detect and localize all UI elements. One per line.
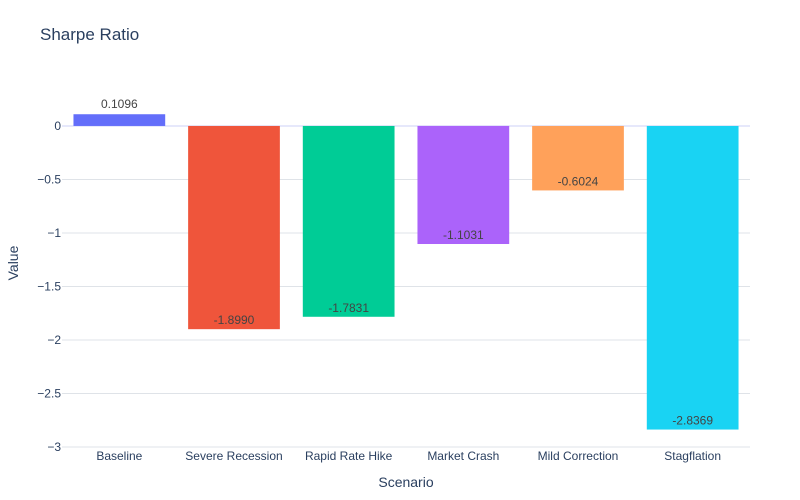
y-tick-label: −2.5 [37, 386, 61, 400]
bar-value-label: 0.1096 [101, 97, 138, 111]
bar[interactable] [188, 125, 280, 330]
x-axis-title: Scenario [378, 474, 433, 490]
bar-layer [73, 114, 739, 430]
y-tick-label: −1.5 [37, 279, 61, 293]
x-tick-label: Mild Correction [538, 449, 619, 463]
data-label-layer: 0.1096 -1.8990 -1.7831 -1.1031 -0.6024 -2.836… [101, 97, 713, 427]
bar-value-label: -1.8990 [214, 313, 255, 327]
x-tick-label: Baseline [96, 449, 142, 463]
y-tick-label: −1 [47, 226, 61, 240]
y-tick-label: −0.5 [37, 172, 61, 186]
bar[interactable] [73, 114, 166, 126]
x-axis-ticks: Baseline Severe Recession Rapid Rate Hike M… [96, 449, 721, 463]
y-tick-label: −3 [47, 440, 61, 454]
y-axis-title: Value [5, 245, 21, 280]
chart-title: Sharpe Ratio [40, 25, 139, 44]
bar[interactable] [302, 125, 395, 317]
bar[interactable] [646, 125, 739, 430]
grid-layer [62, 124, 750, 448]
y-tick-label: −2 [47, 333, 61, 347]
y-axis-ticks: 0 −0.5 −1 −1.5 −2 −2.5 −3 [37, 119, 61, 454]
bar-value-label: -1.1031 [443, 228, 484, 242]
bar-value-label: -0.6024 [558, 174, 599, 188]
bar-value-label: -2.8369 [672, 414, 713, 428]
bar[interactable] [417, 125, 510, 245]
bar[interactable] [532, 125, 624, 191]
y-tick-label: 0 [54, 119, 61, 133]
x-tick-label: Severe Recession [185, 449, 282, 463]
x-tick-label: Stagflation [664, 449, 721, 463]
x-tick-label: Rapid Rate Hike [305, 449, 393, 463]
x-tick-label: Market Crash [427, 449, 499, 463]
bar-value-label: -1.7831 [328, 301, 369, 315]
